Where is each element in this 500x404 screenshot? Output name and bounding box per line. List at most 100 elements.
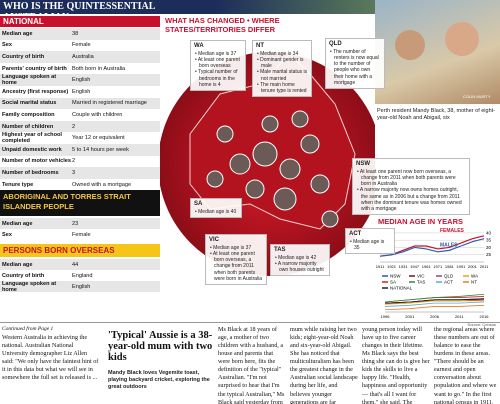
data-line <box>384 301 485 307</box>
row-label: Language spoken at home <box>2 74 57 87</box>
photo-face <box>395 30 425 60</box>
state-point: • The main home tenure type is rented <box>257 81 307 94</box>
state-box: SA • Median age is 40 <box>190 198 242 218</box>
state-name: WA <box>194 43 204 49</box>
row-label: Median age <box>2 261 33 268</box>
rule <box>0 322 500 323</box>
state-name: QLD <box>329 41 342 47</box>
row-label: Language spoken at home <box>2 280 57 293</box>
row-value: 2 <box>72 123 76 130</box>
table-row: Country of birth England <box>0 270 160 281</box>
row-label: Social marital status <box>2 100 57 107</box>
data-line <box>379 235 485 257</box>
state-name: NT <box>256 43 264 49</box>
photo-credit: COLIN MURTY <box>463 94 491 99</box>
row-label: Sex <box>2 42 12 49</box>
x-tick-label: 1981 <box>445 264 455 269</box>
x-tick-label: 2001 <box>468 264 478 269</box>
data-line <box>384 298 485 304</box>
map-heading: WHAT HAS CHANGED • WHERE STATES/TERRITOR… <box>165 16 280 34</box>
x-tick-label: 2011 <box>480 264 489 269</box>
state-box: TAS • Median age is 42 • A narrow majority… <box>270 244 330 277</box>
article-column: mum while raising her two kids; eight-ye… <box>290 326 358 404</box>
x-tick-label: 2016 <box>480 314 490 319</box>
y-tick-label: 35 <box>486 238 492 243</box>
x-tick-label: 1947 <box>410 264 420 269</box>
table-row: Ancestry (first response) English <box>0 86 160 98</box>
row-value: Married in registered marriage <box>72 100 147 107</box>
state-point: • At least one parent born overseas <box>195 56 240 69</box>
table-row: Language spoken at home English <box>0 74 160 86</box>
row-value: English <box>72 283 91 290</box>
legend-label: NATIONAL <box>390 286 413 291</box>
row-value: Owned with a mortgage <box>72 181 132 188</box>
table-row: Social marital status Married in register… <box>0 97 160 110</box>
y-tick-label: 25 <box>486 252 492 257</box>
legend-label: NSW <box>390 274 401 279</box>
row-value: Couple with children <box>72 111 123 118</box>
state-box: NT • Median age is 34 • Dominant gender is… <box>252 40 312 98</box>
row-label: Country of birth <box>2 272 45 279</box>
table-row: Sex Female <box>0 39 160 52</box>
chart-source: Source: Census <box>468 322 496 327</box>
family-photo: COLIN MURTY <box>375 0 500 104</box>
state-box: NSW • At least one parent now born overse… <box>352 158 470 216</box>
article-column: the regional areas where these numbers a… <box>434 326 497 404</box>
headline: 'Typical' Aussie is a 38-year-old mum wi… <box>108 330 213 364</box>
row-value: 44 <box>72 261 79 268</box>
row-value: Female <box>72 42 91 49</box>
table-row: Median age 23 <box>0 218 160 229</box>
x-tick-label: 2006 <box>430 314 440 319</box>
state-point: • A narrow majority now owns homes outri… <box>357 187 462 212</box>
state-name: SA <box>194 201 203 207</box>
legend-label: WA <box>471 274 478 279</box>
photo-face <box>445 22 479 56</box>
row-label: Tenure type <box>2 181 34 188</box>
row-label: Median age <box>2 220 33 227</box>
table-row: Country of birth Australia <box>0 51 160 63</box>
table-row: Sex Female <box>0 229 160 240</box>
photo-caption: Perth resident Mandy Black, 38, mother o… <box>377 108 496 122</box>
table-row: Parents' country of birth Both born in Au… <box>0 62 160 75</box>
state-box: VIC • Median age is 37 • At least one pare… <box>205 234 267 285</box>
state-point: • The number of renters is now equal to … <box>330 48 379 86</box>
state-point: • Median age is 40 <box>195 208 237 215</box>
y-tick-label: 30 <box>486 245 492 250</box>
row-label: Highest year of school completed <box>2 132 62 145</box>
row-label: Ancestry (first response) <box>2 88 69 95</box>
state-name: NSW <box>356 161 370 167</box>
series-label: MALES <box>440 243 458 249</box>
state-point: • At least one parent now born overseas,… <box>357 168 456 188</box>
row-value: 38 <box>72 30 79 37</box>
row-value: English <box>72 77 91 84</box>
table-row: Median age 44 <box>0 259 160 270</box>
row-value: Australia <box>72 53 94 60</box>
state-point: • Median age is 42 <box>275 254 317 261</box>
x-tick-label: 1961 <box>422 264 432 269</box>
row-value: Female <box>72 231 91 238</box>
row-label: Number of motor vehicles <box>2 158 72 165</box>
state-point: • Median age is 35 <box>350 238 385 251</box>
x-tick-label: 2001 <box>405 314 415 319</box>
x-tick-label: 1996 <box>381 314 391 319</box>
row-value: England <box>72 272 93 279</box>
table-row: Tenure type Owned with a mortgage <box>0 178 160 191</box>
legend-label: SA <box>390 280 396 285</box>
state-point: • Median age is 37 <box>195 50 237 57</box>
state-point: • At least one parent born overseas, a c… <box>210 250 263 282</box>
data-line <box>384 293 485 303</box>
overseas-heading: PERSONS BORN OVERSEAS <box>0 244 160 257</box>
aboriginal-heading: ABORIGINAL AND TORRES STRAIT ISLANDER PE… <box>0 190 160 216</box>
national-heading: NATIONAL <box>0 16 160 27</box>
x-tick-label: 1921 <box>387 264 397 269</box>
state-name: ACT <box>349 231 362 237</box>
state-box: WA • Median age is 37 • At least one paren… <box>190 40 246 91</box>
row-value: English <box>72 88 91 95</box>
row-label: Number of bedrooms <box>2 169 59 176</box>
state-box: QLD • The number of renters is now equal … <box>325 38 385 89</box>
row-label: Sex <box>2 231 12 238</box>
state-point: • Dominant gender is male <box>257 56 304 69</box>
legend-label: ACT <box>444 280 453 285</box>
standfirst: Mandy Black loves Vegemite toast, playin… <box>108 370 210 391</box>
